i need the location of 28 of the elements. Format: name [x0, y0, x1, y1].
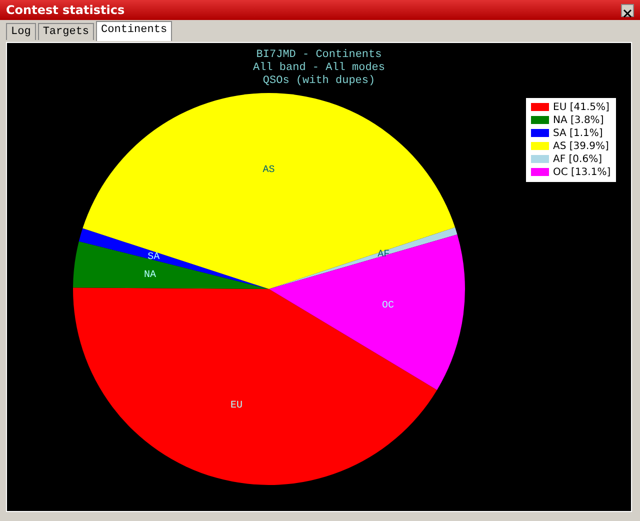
- legend-label: AF: [553, 154, 566, 165]
- slice-label: EU: [230, 400, 243, 412]
- text: Log: [6, 23, 36, 40]
- legend-label: SA: [553, 128, 566, 139]
- pie-slice: [73, 241, 269, 289]
- pie-slice: [78, 228, 269, 289]
- data-label: [1.1%]: [568, 128, 603, 139]
- pie-slice: [269, 234, 465, 390]
- pie-slice: [73, 288, 438, 485]
- chart-subtitle: All band - All modes: [252, 62, 386, 74]
- slice-label: NA: [144, 270, 156, 281]
- chart-title: BI7JMD - Continents: [256, 49, 382, 61]
- data-label: [41.5%]: [568, 102, 610, 113]
- data-label: [3.8%]: [570, 115, 604, 126]
- legend-label: OC: [553, 167, 568, 178]
- data-label: [0.6%]: [568, 154, 602, 165]
- text: QSOs (with dupes): [262, 75, 376, 87]
- slice-label: SA: [148, 252, 160, 263]
- text: Targets: [38, 23, 94, 40]
- legend-label: NA: [553, 115, 568, 126]
- legend-label: EU: [553, 102, 567, 113]
- legend-label: AS: [553, 141, 566, 152]
- text: Contest statistics: [6, 3, 125, 17]
- data-label: [39.9%]: [568, 141, 609, 152]
- slice-label: AS: [262, 165, 275, 176]
- pie-slice: [82, 93, 456, 289]
- data-label: [13.1%]: [570, 167, 611, 178]
- slice-label: OC: [382, 300, 394, 312]
